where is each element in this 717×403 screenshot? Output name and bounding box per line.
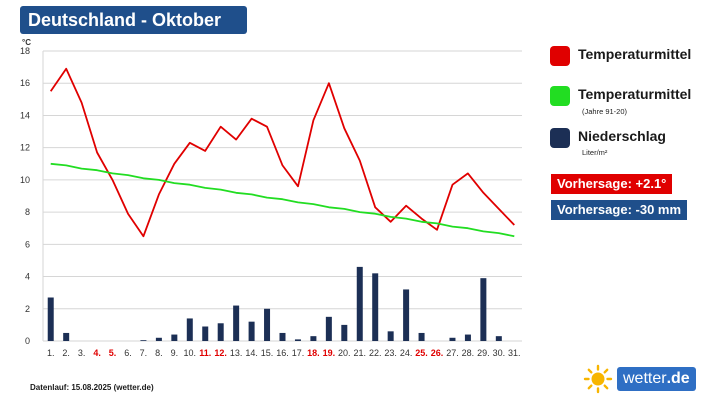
y-tick-label: 2	[25, 304, 30, 314]
precipitation-bar	[140, 340, 147, 341]
temperature-lines	[49, 67, 515, 238]
precipitation-bar	[171, 334, 178, 341]
x-tick-label: 20.	[338, 348, 351, 358]
x-tick-label: 22.	[369, 348, 382, 358]
legend-label-temperature: Temperaturmittel	[578, 46, 692, 62]
precipitation-bar	[264, 308, 271, 341]
precipitation-bar	[217, 323, 224, 341]
y-tick-label: 18	[20, 46, 30, 56]
x-tick-label: 25.	[415, 348, 428, 358]
logo-wordmark: wetter.de	[617, 367, 696, 391]
precipitation-bar	[387, 331, 394, 341]
green-swatch-icon	[550, 86, 570, 106]
precipitation-bar	[63, 332, 70, 341]
y-tick-label: 14	[20, 110, 30, 120]
x-tick-label: 13.	[230, 348, 243, 358]
x-tick-label: 3.	[78, 348, 86, 358]
chart-title: Deutschland - Oktober	[20, 6, 247, 34]
x-tick-label: 12.	[214, 348, 227, 358]
precipitation-bar	[403, 289, 410, 341]
legend-sublabel-period: (Jahre 91-20)	[582, 107, 628, 116]
precipitation-bar	[233, 305, 240, 341]
data-run-note: Datenlauf: 15.08.2025 (wetter.de)	[30, 383, 154, 392]
x-tick-label: 17.	[292, 348, 305, 358]
x-tick-label: 14.	[245, 348, 258, 358]
precipitation-bar	[418, 332, 425, 341]
x-tick-label: 11.	[199, 348, 211, 358]
x-tick-label: 18.	[307, 348, 320, 358]
precipitation-bar	[202, 326, 209, 341]
x-tick-label: 9.	[171, 348, 179, 358]
y-tick-label: 16	[20, 78, 30, 88]
precipitation-bar	[356, 266, 363, 341]
series-line	[50, 162, 515, 238]
precipitation-bar	[372, 273, 379, 341]
x-tick-label: 16.	[276, 348, 289, 358]
x-tick-label: 26.	[431, 348, 444, 358]
x-tick-label: 10.	[184, 348, 197, 358]
wetter-de-logo: wetter.de	[583, 364, 696, 394]
precipitation-bar	[325, 316, 332, 341]
y-tick-label: 6	[25, 239, 30, 249]
x-tick-label: 15.	[261, 348, 274, 358]
legend-sublabel-unit: Liter/m²	[582, 148, 608, 157]
y-tick-label: 8	[25, 207, 30, 217]
precipitation-bar	[47, 297, 54, 341]
red-swatch-icon	[550, 46, 570, 66]
precipitation-bar	[294, 339, 301, 341]
x-tick-label: 30.	[493, 348, 506, 358]
x-tick-label: 6.	[124, 348, 132, 358]
precipitation-bar	[310, 336, 317, 341]
navy-swatch-icon	[550, 128, 570, 148]
precipitation-bar	[279, 332, 286, 341]
y-tick-label: 4	[25, 272, 30, 282]
forecast-temperature-badge: Vorhersage: +2.1°	[551, 174, 673, 194]
y-tick-label: 10	[20, 175, 30, 185]
grid-lines	[42, 50, 522, 342]
x-tick-label: 19.	[323, 348, 336, 358]
x-tick-label: 5.	[109, 348, 117, 358]
x-tick-labels: 1. 2. 3. 4. 5. 6. 7. 8. 9. 10. 11. 12. 13. 14. 15. 16. 1…	[47, 348, 521, 358]
precipitation-bar	[341, 324, 348, 341]
x-tick-label: 24.	[400, 348, 413, 358]
logo-text-tld: .de	[666, 370, 690, 387]
x-tick-label: 2.	[62, 348, 70, 358]
x-tick-label: 27.	[446, 348, 459, 358]
legend-label-temperature-normal: Temperaturmittel	[578, 86, 692, 102]
x-tick-label: 23.	[384, 348, 397, 358]
x-tick-label: 21.	[354, 348, 367, 358]
x-tick-label: 28.	[462, 348, 475, 358]
y-tick-label: 12	[20, 143, 30, 153]
precipitation-bar	[449, 337, 456, 341]
precipitation-bar	[464, 334, 471, 341]
precipitation-bar	[155, 337, 162, 341]
series-line	[49, 67, 515, 238]
precipitation-bar	[248, 321, 255, 341]
x-tick-label: 1.	[47, 348, 55, 358]
precipitation-bar	[495, 336, 502, 341]
y-unit-label: °C	[22, 38, 31, 47]
x-tick-label: 4.	[93, 348, 101, 358]
x-tick-label: 7.	[140, 348, 148, 358]
x-tick-label: 29.	[477, 348, 490, 358]
precipitation-bar	[186, 318, 193, 341]
legend-label-precipitation: Niederschlag	[578, 128, 666, 144]
y-tick-labels: 0 2 4 6 8 10 12 14 16 18	[20, 46, 30, 346]
x-tick-label: 8.	[155, 348, 163, 358]
precipitation-bar	[480, 278, 487, 341]
forecast-precipitation-badge: Vorhersage: -30 mm	[551, 200, 688, 220]
precipitation-bars	[47, 266, 502, 341]
sun-icon	[583, 364, 613, 394]
y-tick-label: 0	[25, 336, 30, 346]
x-tick-label: 31.	[508, 348, 521, 358]
logo-text-main: wetter	[623, 370, 667, 387]
